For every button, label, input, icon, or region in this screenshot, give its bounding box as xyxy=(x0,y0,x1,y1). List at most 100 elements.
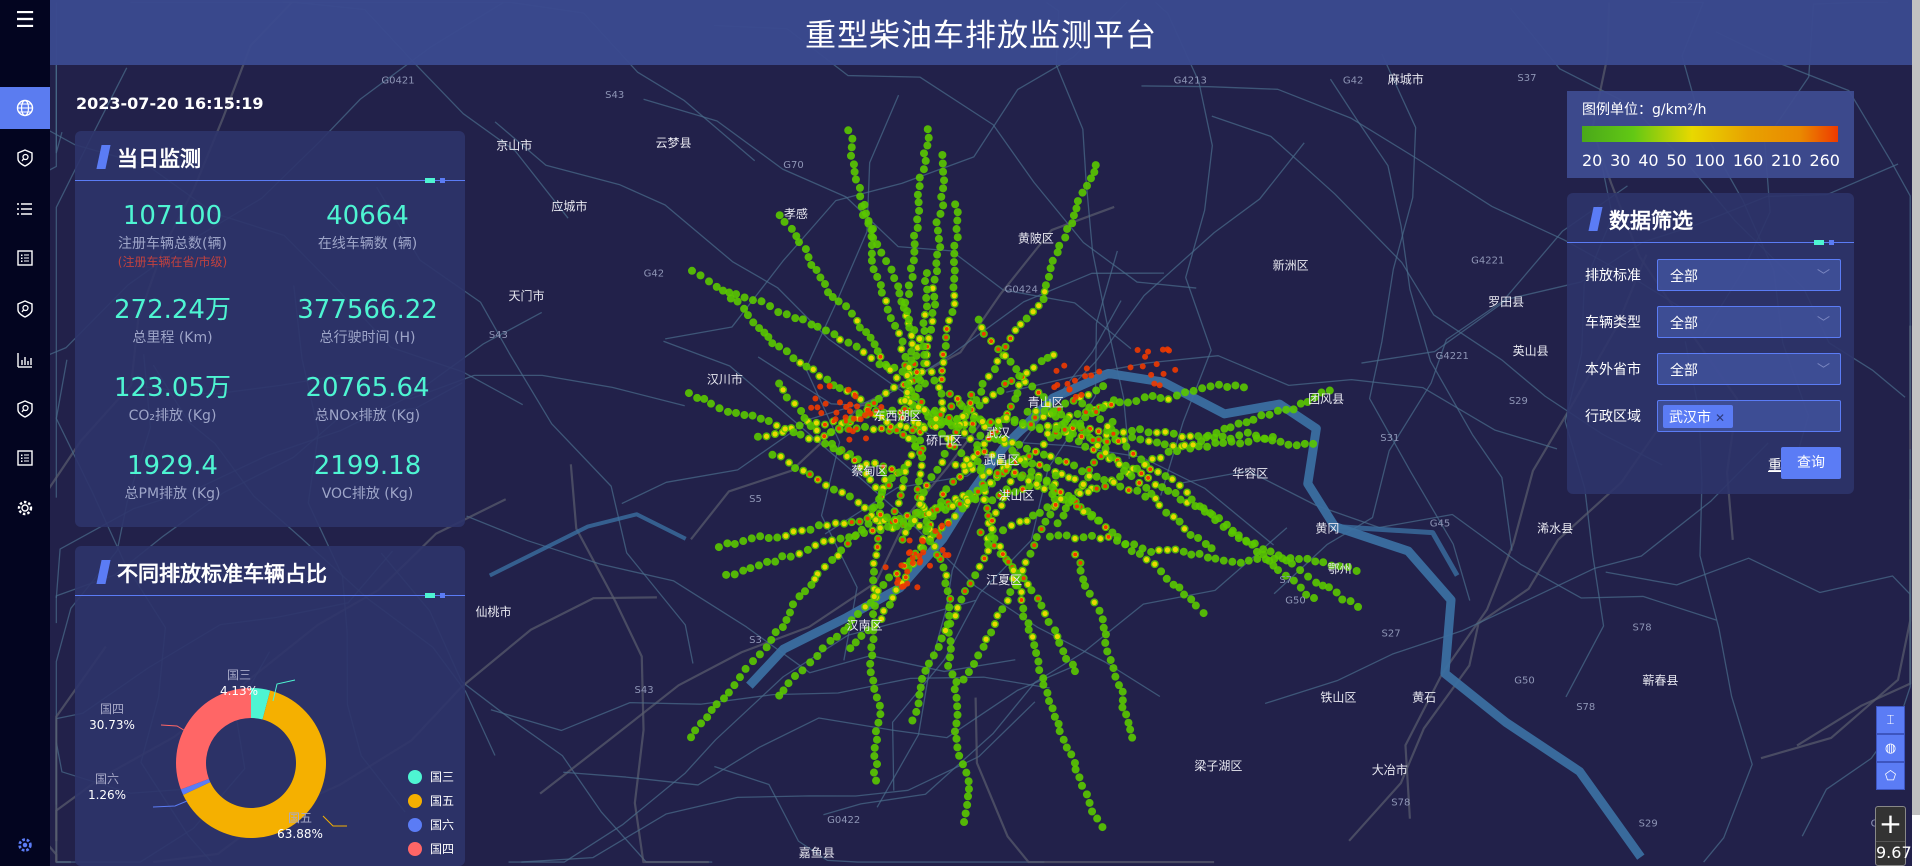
shield-search-icon xyxy=(17,400,33,418)
map-road xyxy=(643,98,1132,350)
map-place-label: 青山区 xyxy=(1028,396,1064,410)
map-road xyxy=(1046,1,1130,459)
map-road-label: G0422 xyxy=(827,815,860,826)
panel-header: 数据筛选 xyxy=(1567,193,1854,245)
stat-value: 377566.22 xyxy=(297,295,438,325)
sidebar-item-4[interactable] xyxy=(0,237,50,279)
map-road-label: S43 xyxy=(605,90,624,101)
legend-tick: 30 xyxy=(1610,151,1631,170)
globe-icon[interactable]: ◍ xyxy=(1876,734,1905,762)
map-place-label: 孝感 xyxy=(784,206,808,221)
header: 重型柴油车排放监测平台 xyxy=(50,0,1912,65)
sidebar-item-8[interactable] xyxy=(0,437,50,479)
sidebar: ☰ xyxy=(0,0,50,866)
legend-tick: 210 xyxy=(1771,151,1802,170)
decor-dot xyxy=(440,593,445,598)
list-icon xyxy=(17,203,32,215)
legend-tick: 40 xyxy=(1638,151,1659,170)
sidebar-item-1[interactable] xyxy=(0,87,50,129)
stat-card: 2199.18 VOC排放 (Kg) xyxy=(270,451,465,503)
stat-card: 377566.22 总行驶时间 (H) xyxy=(270,295,465,347)
map-road xyxy=(665,1,1128,340)
filter-vehicle-type: 车辆类型 全部 ﹀ xyxy=(1585,306,1855,338)
menu-icon[interactable]: ☰ xyxy=(15,7,35,33)
field-label: 排放标准 xyxy=(1585,268,1641,284)
donut-slice-国六[interactable] xyxy=(180,778,211,795)
decor-dot xyxy=(1829,240,1834,245)
map-road-label: S43 xyxy=(635,685,654,696)
legend-item[interactable]: 国六 xyxy=(430,818,454,832)
map-road xyxy=(55,645,107,863)
scrollbar[interactable] xyxy=(1912,0,1920,815)
province-select[interactable]: 全部 ﹀ xyxy=(1657,353,1841,385)
stat-card: 1929.4 总PM排放 (Kg) xyxy=(75,451,270,503)
decor-dot xyxy=(425,178,435,183)
map-place-label: 团风县 xyxy=(1308,392,1344,406)
donut-slice-国三[interactable] xyxy=(251,688,271,720)
sidebar-item-9[interactable] xyxy=(0,487,50,529)
sidebar-item-7[interactable] xyxy=(0,388,50,430)
stat-label: 总里程 (Km) xyxy=(132,330,213,346)
polygon-icon[interactable]: ⬠ xyxy=(1876,762,1905,790)
map-road-label: G0421 xyxy=(381,75,414,86)
region-multiselect[interactable]: 武汉市 ✕ xyxy=(1657,400,1841,432)
decor-dot xyxy=(425,593,435,598)
emission-ratio-panel: 不同排放标准车辆占比 国三 4.13% 国三 国五 63.88% 国五 国六 1.26% 国六国… xyxy=(75,546,465,866)
page-title: 重型柴油车排放监测平台 xyxy=(805,18,1157,54)
slice-percent: 30.73% xyxy=(89,718,135,732)
map-tools: ⌶ ◍ ⬠ xyxy=(1876,706,1905,790)
label-leader-line xyxy=(322,815,347,827)
sidebar-item-5[interactable] xyxy=(0,288,50,330)
close-icon[interactable]: ✕ xyxy=(1715,411,1726,425)
legend-title: 图例单位：g/km²/h xyxy=(1582,102,1707,118)
field-label: 行政区域 xyxy=(1585,409,1641,425)
map-road xyxy=(569,464,709,864)
settings-icon[interactable] xyxy=(0,824,50,866)
stat-card: 107100 注册车辆总数(辆) (注册车辆在省/市级) xyxy=(75,201,270,270)
filter-emission-standard: 排放标准 全部 ﹀ xyxy=(1585,259,1855,291)
legend-tick: 100 xyxy=(1694,151,1726,170)
stat-label: CO₂排放 (Kg) xyxy=(128,408,217,424)
map-road-label: S3 xyxy=(749,635,762,646)
chevron-down-icon: ﹀ xyxy=(1816,316,1830,331)
legend-item[interactable]: 国四 xyxy=(430,842,454,856)
legend-tick: 50 xyxy=(1666,151,1687,170)
sidebar-item-3[interactable] xyxy=(0,188,50,230)
map-road-label: G0424 xyxy=(1005,285,1038,296)
region-tag: 武汉市 ✕ xyxy=(1663,405,1733,428)
stat-card: 40664 在线车辆数 (辆) xyxy=(270,201,465,253)
legend-item[interactable]: 国三 xyxy=(430,770,454,784)
legend-item[interactable]: 国五 xyxy=(430,794,454,808)
legend-tick: 260 xyxy=(1809,151,1840,170)
query-button[interactable]: 查询 xyxy=(1781,447,1841,479)
sidebar-item-6[interactable] xyxy=(0,339,50,381)
map-road-label: G42 xyxy=(644,269,664,280)
filter-province: 本外省市 全部 ﹀ xyxy=(1585,353,1855,385)
label-leader-line xyxy=(152,800,188,808)
map-road xyxy=(974,697,1215,864)
map-road xyxy=(1329,78,1513,551)
emission-standard-select[interactable]: 全部 ﹀ xyxy=(1657,259,1841,291)
sidebar-item-2[interactable] xyxy=(0,137,50,179)
donut-slice-国五[interactable] xyxy=(183,690,327,839)
map-place-label: 大冶市 xyxy=(1372,762,1408,777)
map-place-label: 江夏区 xyxy=(986,573,1022,587)
stat-card: 272.24万 总里程 (Km) xyxy=(75,295,270,347)
filter-region: 行政区域 武汉市 ✕ xyxy=(1585,400,1855,432)
fit-height-icon[interactable]: ⌶ xyxy=(1876,706,1905,734)
map-road xyxy=(55,64,63,154)
slice-label: 国三 xyxy=(227,668,251,682)
title-accent xyxy=(96,145,111,169)
zoom-in-button[interactable]: + xyxy=(1876,807,1905,842)
map-road-label: G70 xyxy=(783,160,803,171)
stat-value: 123.05万 xyxy=(114,373,231,403)
legend-marker xyxy=(408,842,422,856)
legend-tick: 160 xyxy=(1732,151,1764,170)
stat-value: 20765.64 xyxy=(305,373,430,403)
map-road xyxy=(891,250,1118,791)
map-place-label: 黄石 xyxy=(1412,691,1436,705)
vehicle-type-select[interactable]: 全部 ﹀ xyxy=(1657,306,1841,338)
map-road xyxy=(1368,53,1471,601)
donut-slice-国四[interactable] xyxy=(176,688,251,790)
daily-monitor-panel: 当日监测 107100 注册车辆总数(辆) (注册车辆在省/市级) 40664 在线车辆… xyxy=(75,131,465,527)
